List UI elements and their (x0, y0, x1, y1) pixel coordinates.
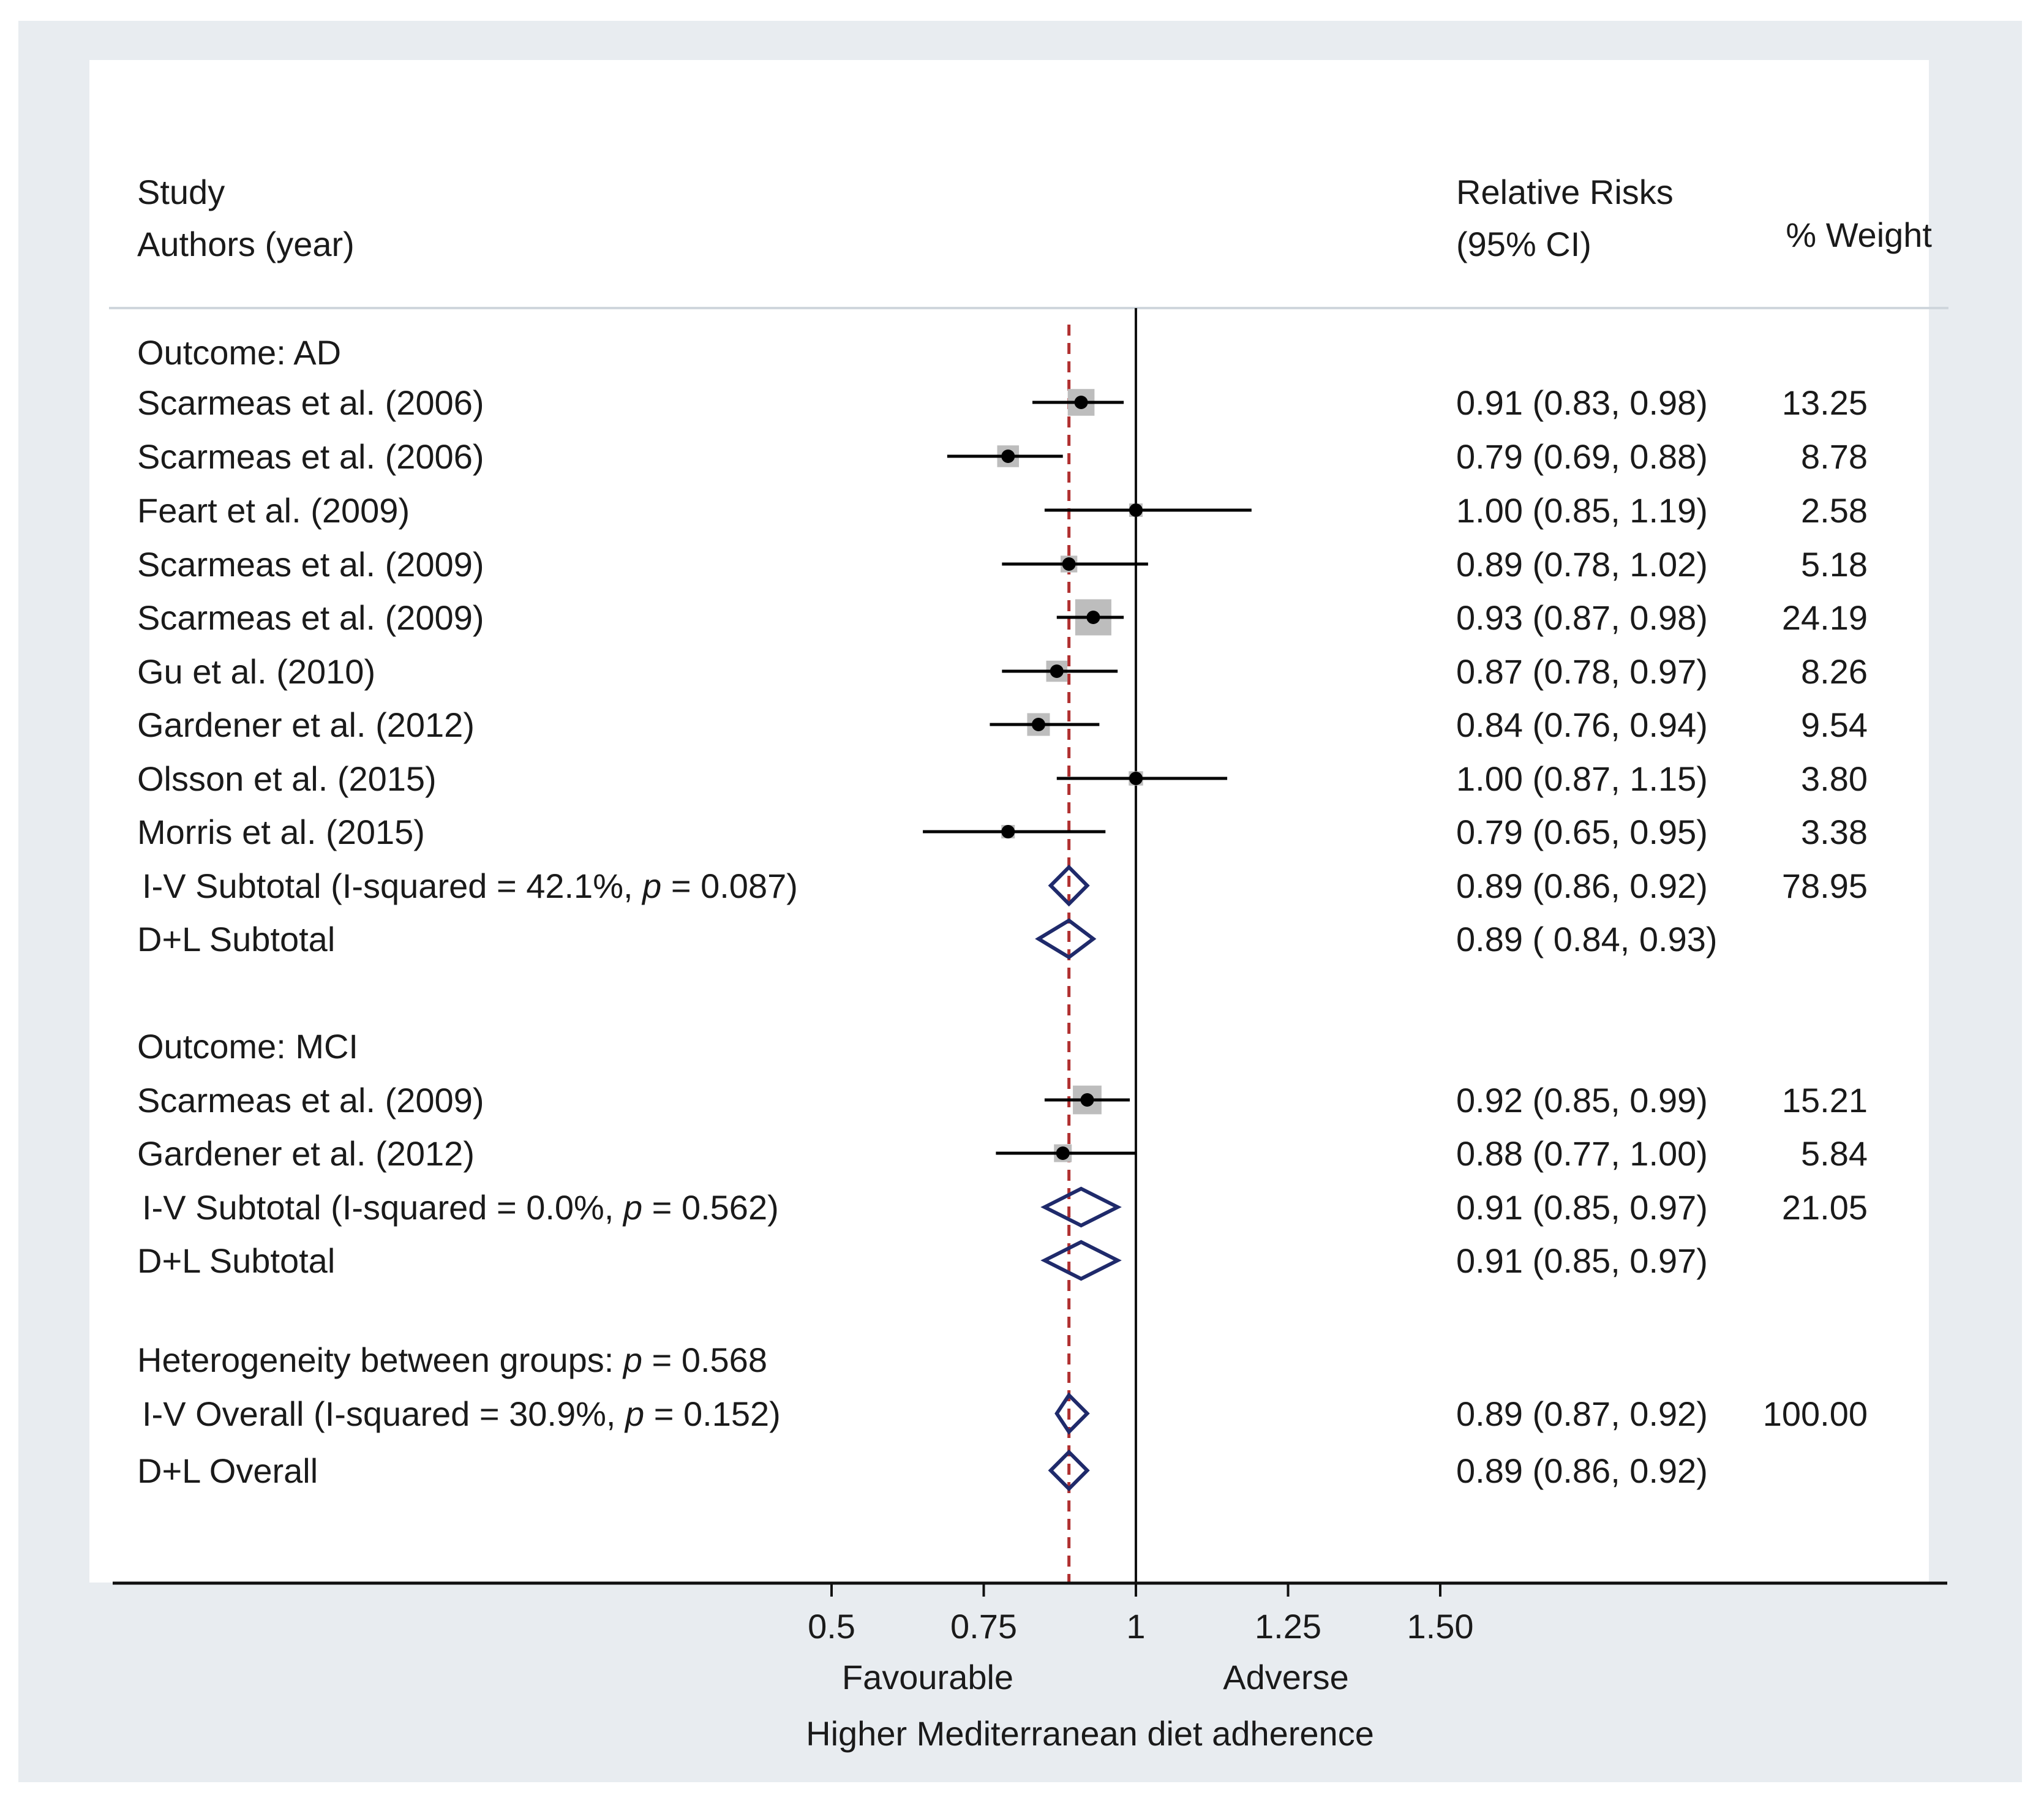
weight-value: 8.78 (1801, 437, 1868, 476)
point-estimate (1031, 718, 1045, 731)
ci-text: 0.79 (0.65, 0.95) (1456, 813, 1708, 851)
x-label-adverse: Adverse (1223, 1658, 1348, 1696)
x-axis-title: Higher Mediterranean diet adherence (806, 1714, 1374, 1753)
x-label-favourable: Favourable (842, 1658, 1013, 1696)
weight-value: 8.26 (1801, 652, 1868, 691)
weight-value: 78.95 (1782, 867, 1868, 905)
study-label: Scarmeas et al. (2009) (137, 598, 484, 637)
ci-text: 0.91 (0.85, 0.97) (1456, 1241, 1708, 1280)
weight-value: 5.18 (1801, 545, 1868, 584)
header-study: Study (137, 173, 225, 211)
pooled-label: I-V Subtotal (I-squared = 42.1%, p = 0.0… (142, 867, 798, 905)
pooled-diamond (1040, 1186, 1122, 1228)
study-label: Feart et al. (2009) (137, 491, 410, 530)
study-label: Gardener et al. (2012) (137, 1134, 475, 1173)
ci-text: 0.89 (0.87, 0.92) (1456, 1395, 1708, 1433)
group-label: Heterogeneity between groups: p = 0.568 (137, 1341, 767, 1379)
ci-text: 1.00 (0.85, 1.19) (1456, 491, 1708, 530)
ci-text: 0.89 (0.86, 0.92) (1456, 867, 1708, 905)
point-estimate (1080, 1093, 1094, 1107)
point-estimate (1001, 825, 1015, 838)
ci-text: 0.91 (0.85, 0.97) (1456, 1188, 1708, 1227)
point-estimate (1129, 503, 1143, 517)
pooled-diamond (1048, 1449, 1090, 1492)
weight-value: 2.58 (1801, 491, 1868, 530)
point-estimate (1056, 1146, 1070, 1160)
header-weight: % Weight (1786, 216, 1932, 254)
ci-text: 0.88 (0.77, 1.00) (1456, 1134, 1708, 1173)
study-label: Gardener et al. (2012) (137, 706, 475, 744)
ci-text: 0.89 (0.86, 0.92) (1456, 1451, 1708, 1490)
weight-value: 24.19 (1782, 598, 1868, 637)
weight-value: 15.21 (1782, 1081, 1868, 1120)
x-tick-label: 0.75 (950, 1607, 1017, 1646)
ci-text: 0.89 ( 0.84, 0.93) (1456, 920, 1718, 958)
ci-text: 0.79 (0.69, 0.88) (1456, 437, 1708, 476)
pooled-diamond (1048, 864, 1090, 907)
pooled-label: D+L Overall (137, 1451, 318, 1490)
weight-value: 3.80 (1801, 759, 1868, 798)
pooled-label: I-V Overall (I-squared = 30.9%, p = 0.15… (142, 1395, 781, 1433)
point-estimate (1074, 396, 1088, 409)
pooled-diamond (1040, 1240, 1122, 1281)
point-estimate (1129, 772, 1143, 785)
pooled-label: D+L Subtotal (137, 1241, 335, 1280)
ci-text: 0.93 (0.87, 0.98) (1456, 598, 1708, 637)
ci-text: 1.00 (0.87, 1.15) (1456, 759, 1708, 798)
point-estimate (1086, 611, 1100, 624)
x-tick-label: 0.5 (808, 1607, 855, 1646)
study-label: Olsson et al. (2015) (137, 759, 437, 798)
ci-text: 0.92 (0.85, 0.99) (1456, 1081, 1708, 1120)
point-estimate (1062, 557, 1076, 571)
study-label: Scarmeas et al. (2009) (137, 1081, 484, 1120)
weight-value: 3.38 (1801, 813, 1868, 851)
ci-text: 0.84 (0.76, 0.94) (1456, 706, 1708, 744)
pooled-diamond (1054, 1392, 1090, 1435)
ci-text: 0.91 (0.83, 0.98) (1456, 383, 1708, 422)
weight-value: 5.84 (1801, 1134, 1868, 1173)
header-ci: (95% CI) (1456, 225, 1591, 263)
header-relative-risks: Relative Risks (1456, 173, 1674, 211)
point-estimate (1001, 450, 1015, 463)
study-label: Morris et al. (2015) (137, 813, 425, 851)
point-estimate (1050, 664, 1064, 678)
study-label: Scarmeas et al. (2009) (137, 545, 484, 584)
pooled-label: I-V Subtotal (I-squared = 0.0%, p = 0.56… (142, 1188, 779, 1227)
weight-value: 9.54 (1801, 706, 1868, 744)
weight-value: 100.00 (1763, 1395, 1868, 1433)
pooled-diamond (1035, 918, 1097, 960)
header-authors: Authors (year) (137, 225, 355, 263)
plot-panel (89, 60, 1929, 1583)
pooled-label: D+L Subtotal (137, 920, 335, 958)
weight-value: 13.25 (1782, 383, 1868, 422)
ci-text: 0.87 (0.78, 0.97) (1456, 652, 1708, 691)
study-label: Scarmeas et al. (2006) (137, 383, 484, 422)
study-label: Gu et al. (2010) (137, 652, 375, 691)
group-label: Outcome: MCI (137, 1027, 358, 1066)
study-label: Scarmeas et al. (2006) (137, 437, 484, 476)
ci-text: 0.89 (0.78, 1.02) (1456, 545, 1708, 584)
weight-value: 21.05 (1782, 1188, 1868, 1227)
group-label: Outcome: AD (137, 333, 341, 372)
x-tick-label: 1 (1126, 1607, 1145, 1646)
x-tick-label: 1.50 (1407, 1607, 1474, 1646)
x-tick-label: 1.25 (1255, 1607, 1321, 1646)
